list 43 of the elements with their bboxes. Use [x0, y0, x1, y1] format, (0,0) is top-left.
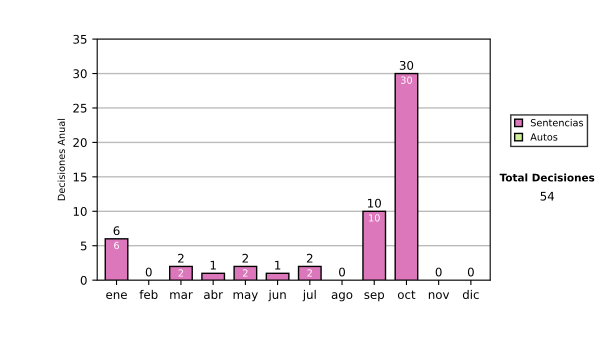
legend-label: Autos [530, 133, 558, 141]
total-label: 2 [242, 254, 248, 263]
y-tick-label: 5 [80, 242, 86, 250]
data-label: 6 [114, 242, 120, 250]
total-label: 10 [368, 198, 381, 208]
x-tick-label: sep [364, 292, 384, 302]
total-label: 6 [114, 226, 120, 236]
x-tick-label: ene [106, 292, 127, 300]
x-tick-label: jun [268, 290, 286, 302]
y-tick-label: 15 [74, 172, 86, 182]
x-tick-label: dic [462, 290, 479, 300]
data-label: 2 [178, 269, 184, 277]
y-tick-label: 35 [73, 34, 86, 44]
data-label: 2 [307, 269, 312, 277]
data-label: 2 [243, 269, 248, 277]
x-tick-label: jul [302, 290, 316, 302]
total-label: 0 [339, 268, 345, 276]
x-tick-label: ago [332, 292, 352, 302]
x-tick-label: feb [140, 290, 158, 300]
y-tick-label: 30 [73, 69, 87, 78]
text: Total Decisiones [500, 173, 594, 182]
data-label: 30 [401, 76, 412, 84]
y-tick-label: 20 [73, 138, 87, 148]
x-tick-label: may [234, 292, 258, 302]
total-label: 30 [400, 60, 414, 70]
y-tick-label: 10 [74, 207, 87, 216]
y-tick-label: 25 [73, 104, 86, 113]
y-tick-label: 0 [80, 276, 87, 285]
x-tick-label: nov [428, 292, 450, 300]
total-label: 2 [306, 254, 312, 263]
x-tick-label: oct [398, 290, 416, 300]
total-label: 2 [178, 254, 184, 263]
legend-label: Sentencias [530, 118, 584, 126]
text: 54 [540, 192, 554, 201]
total-label: 0 [468, 268, 474, 276]
x-tick-label: mar [170, 292, 193, 300]
y-axis-title: Decisiones Anual [57, 118, 66, 200]
x-tick-label: abr [204, 290, 223, 300]
data-label: 10 [369, 214, 380, 222]
total-label: 1 [275, 260, 280, 270]
total-label: 1 [210, 260, 216, 270]
total-label: 0 [146, 268, 152, 276]
total-label: 0 [436, 268, 442, 276]
